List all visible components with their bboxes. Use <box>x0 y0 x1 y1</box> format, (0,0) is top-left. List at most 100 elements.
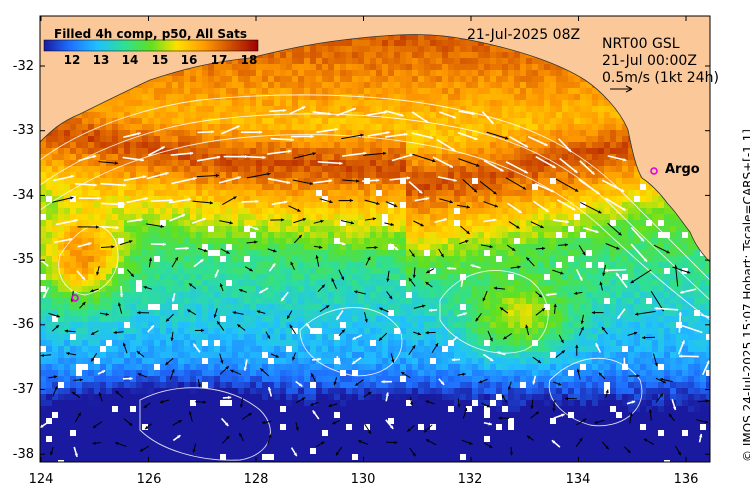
sst-cell <box>394 262 401 269</box>
sst-cell <box>148 214 155 221</box>
sst-cell <box>616 268 623 275</box>
sst-cell <box>76 244 83 251</box>
sst-cell <box>358 154 365 161</box>
sst-cell <box>196 208 203 215</box>
sst-cell <box>652 190 659 197</box>
sst-cell <box>424 268 431 275</box>
sst-cell <box>466 118 473 125</box>
sst-cell <box>346 82 353 89</box>
sst-cell <box>40 268 47 275</box>
sst-cell <box>412 118 419 125</box>
sst-cell <box>166 76 173 83</box>
sst-cell <box>610 106 617 113</box>
sst-cell <box>196 130 203 137</box>
sst-cell <box>106 160 113 167</box>
sst-cell <box>214 214 221 221</box>
sst-cell <box>304 82 311 89</box>
sst-cell <box>370 52 377 59</box>
sst-cell <box>388 262 395 269</box>
sst-cell <box>472 256 479 263</box>
sst-cell <box>262 58 269 65</box>
sst-cell <box>64 160 71 167</box>
sst-cell <box>220 214 227 221</box>
sst-cell <box>292 214 299 221</box>
sst-cell <box>676 250 683 257</box>
sst-cell <box>250 106 257 113</box>
sst-cell <box>262 178 269 185</box>
sst-cell <box>310 208 317 215</box>
sst-cell <box>490 196 497 203</box>
sst-cell <box>304 112 311 119</box>
sst-cell <box>400 106 407 113</box>
sst-cell <box>622 244 629 251</box>
sst-cell <box>550 232 557 239</box>
sst-cell <box>538 106 545 113</box>
sst-cell <box>232 178 239 185</box>
sst-cell <box>220 280 227 287</box>
sst-cell <box>328 82 335 89</box>
sst-cell <box>364 46 371 53</box>
sst-cell <box>448 46 455 53</box>
sst-cell <box>304 280 311 287</box>
sst-cell <box>202 232 209 239</box>
sst-cell <box>370 148 377 155</box>
sst-cell <box>466 250 473 257</box>
sst-cell <box>568 238 575 245</box>
sst-cell <box>250 202 257 209</box>
sst-cell <box>346 226 353 233</box>
sst-cell <box>430 46 437 53</box>
sst-cell <box>250 220 257 227</box>
sst-cell <box>346 196 353 203</box>
sst-cell <box>574 136 581 143</box>
sst-cell <box>394 82 401 89</box>
sst-cell <box>196 184 203 191</box>
sst-cell <box>358 244 365 251</box>
sst-cell <box>316 82 323 89</box>
sst-cell <box>226 238 233 245</box>
sst-cell <box>466 256 473 263</box>
sst-cell <box>478 94 485 101</box>
sst-cell <box>682 274 689 281</box>
sst-cell <box>640 226 647 233</box>
sst-cell <box>58 172 65 179</box>
sst-cell <box>178 82 185 89</box>
sst-cell <box>382 40 389 47</box>
sst-cell <box>418 262 425 269</box>
sst-cell <box>394 64 401 71</box>
sst-cell <box>76 196 83 203</box>
sst-cell <box>154 244 161 251</box>
sst-cell <box>160 220 167 227</box>
sst-cell <box>622 208 629 215</box>
sst-cell <box>226 88 233 95</box>
sst-cell <box>502 238 509 245</box>
sst-cell <box>316 142 323 149</box>
sst-cell <box>484 256 491 263</box>
sst-cell <box>454 184 461 191</box>
sst-cell <box>310 154 317 161</box>
sst-cell <box>346 46 353 53</box>
sst-cell <box>388 142 395 149</box>
sst-cell <box>76 112 83 119</box>
sst-cell <box>406 196 413 203</box>
sst-cell <box>568 220 575 227</box>
sst-cell <box>424 82 431 89</box>
sst-cell <box>562 256 569 263</box>
sst-cell <box>370 136 377 143</box>
sst-cell <box>544 256 551 263</box>
sst-cell <box>244 64 251 71</box>
sst-cell <box>484 94 491 101</box>
sst-cell <box>454 40 461 47</box>
sst-cell <box>94 112 101 119</box>
sst-cell <box>232 118 239 125</box>
sst-cell <box>652 214 659 221</box>
sst-cell <box>538 88 545 95</box>
sst-cell <box>568 130 575 137</box>
sst-cell <box>472 142 479 149</box>
sst-cell <box>196 70 203 77</box>
sst-cell <box>244 268 251 275</box>
sst-cell <box>514 118 521 125</box>
sst-cell <box>430 106 437 113</box>
sst-cell <box>442 46 449 53</box>
sst-cell <box>328 190 335 197</box>
